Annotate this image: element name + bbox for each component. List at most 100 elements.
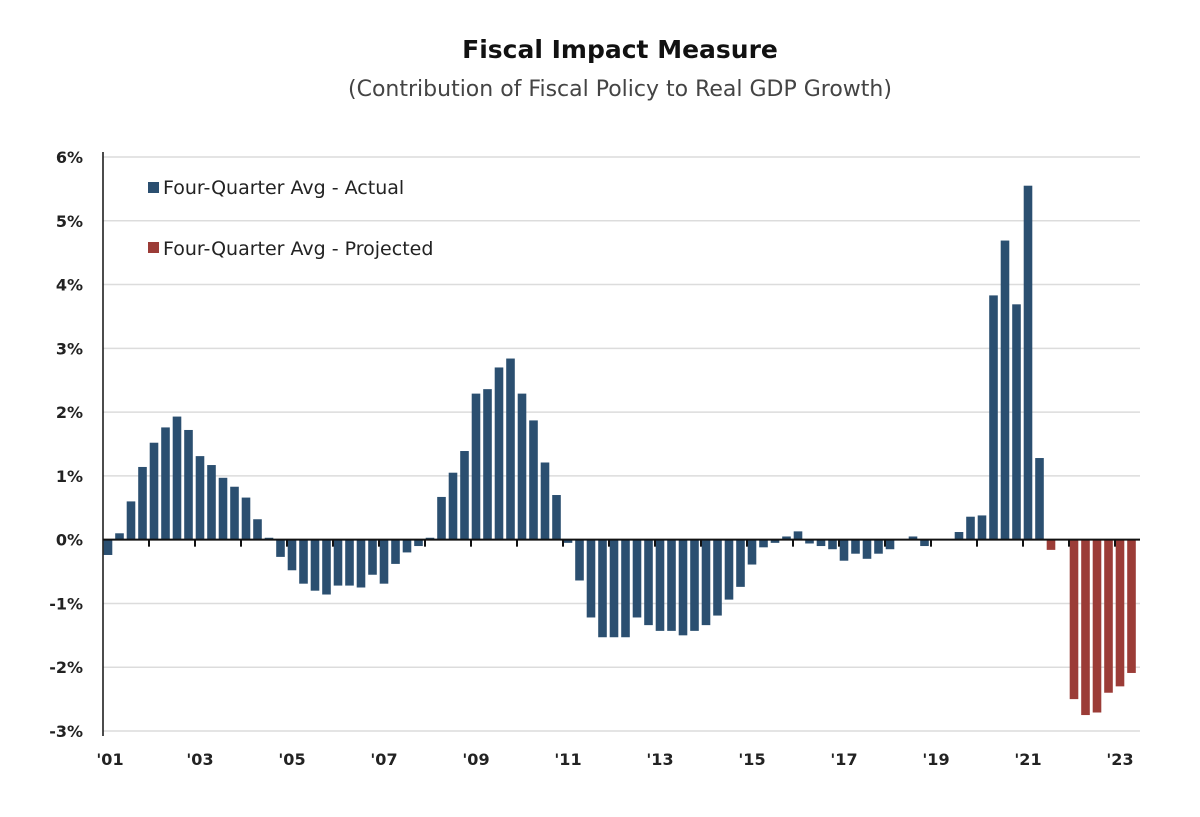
- bar-actual: [529, 420, 538, 540]
- bar-actual: [575, 539, 584, 581]
- y-tick-label: 3%: [56, 339, 83, 358]
- bar-actual: [1012, 304, 1021, 540]
- x-tick-label: '07: [370, 750, 397, 769]
- bar-actual: [793, 531, 803, 540]
- bar-actual: [759, 539, 768, 548]
- bar-actual: [977, 515, 987, 540]
- y-tick-label: 6%: [56, 148, 83, 167]
- bar-actual: [816, 539, 826, 547]
- gridlines: [103, 156, 1140, 732]
- bar-actual: [287, 539, 297, 571]
- bar-actual: [184, 429, 193, 540]
- bar-actual: [632, 539, 642, 618]
- bar-actual: [391, 539, 400, 564]
- bar-actual: [966, 516, 975, 540]
- x-axis-ticks: '01 '03 '05 '07 '09 '11 '13 '15 '17 '19 '21 '23: [96, 539, 1134, 769]
- x-tick-label: '09: [462, 750, 489, 769]
- bar-actual: [483, 389, 492, 540]
- bar-projected: [1104, 539, 1113, 693]
- bar-actual: [207, 465, 216, 540]
- bar-actual: [402, 539, 412, 553]
- bar-actual: [460, 451, 469, 540]
- bar-actual: [1035, 458, 1044, 540]
- bar-actual: [126, 501, 136, 540]
- x-tick-label: '21: [1014, 750, 1041, 769]
- bar-actual: [724, 539, 734, 600]
- bar-actual: [920, 539, 929, 547]
- bar-actual: [356, 539, 366, 588]
- chart-title: Fiscal Impact Measure: [462, 35, 778, 64]
- legend-label-actual: Four-Quarter Avg - Actual: [163, 177, 404, 199]
- bar-actual: [161, 427, 170, 540]
- bar-actual: [736, 539, 745, 587]
- bar-actual: [138, 466, 147, 540]
- chart-subtitle: (Contribution of Fiscal Policy to Real G…: [348, 77, 892, 102]
- bar-projected: [1069, 539, 1079, 700]
- y-tick-label: 1%: [56, 467, 83, 486]
- bar-actual: [540, 462, 550, 540]
- bar-actual: [747, 539, 757, 565]
- bar-actual: [644, 539, 653, 626]
- bar-actual: [230, 486, 239, 540]
- bar-actual: [885, 539, 895, 550]
- bar-projected: [1092, 539, 1102, 713]
- bar-actual: [586, 539, 596, 618]
- x-tick-label: '19: [922, 750, 949, 769]
- bar-actual: [989, 295, 998, 540]
- bar-projected: [1081, 539, 1090, 716]
- y-tick-label: -2%: [49, 658, 83, 677]
- bar-actual: [805, 539, 814, 544]
- bar-actual: [333, 539, 343, 586]
- bar-actual: [241, 497, 251, 540]
- x-tick-label: '01: [96, 750, 123, 769]
- bar-actual: [851, 539, 860, 554]
- legend-swatch-projected: [148, 242, 159, 253]
- bar-actual: [678, 539, 688, 636]
- bar-actual: [609, 539, 619, 638]
- bar-actual: [954, 532, 964, 540]
- legend-label-projected: Four-Quarter Avg - Projected: [163, 238, 433, 260]
- bar-actual: [621, 539, 630, 638]
- bar-actual: [667, 539, 676, 631]
- bar-projected: [1127, 539, 1136, 673]
- bar-actual: [322, 539, 331, 595]
- x-tick-label: '03: [186, 750, 213, 769]
- bar-actual: [701, 539, 711, 626]
- bar-actual: [253, 519, 262, 540]
- y-tick-label: 5%: [56, 212, 83, 231]
- bar-actual: [828, 539, 837, 550]
- bar-actual: [195, 456, 205, 540]
- bar-actual: [874, 539, 883, 554]
- x-tick-label: '05: [278, 750, 305, 769]
- bar-actual: [437, 496, 446, 540]
- bar-actual: [506, 358, 515, 540]
- x-tick-label: '11: [554, 750, 581, 769]
- bar-actual: [149, 442, 159, 540]
- bar-actual: [494, 367, 504, 540]
- bars: [103, 185, 1136, 716]
- bar-projected: [1046, 539, 1056, 550]
- bar-actual: [115, 533, 124, 540]
- bar-actual: [276, 539, 285, 557]
- bar-actual: [172, 416, 182, 540]
- bar-actual: [563, 539, 573, 543]
- bar-actual: [713, 539, 722, 616]
- x-tick-label: '23: [1106, 750, 1133, 769]
- bar-actual: [552, 495, 561, 540]
- legend-swatch-actual: [148, 182, 159, 193]
- x-tick-label: '15: [738, 750, 765, 769]
- bar-actual: [414, 539, 423, 547]
- bar-actual: [103, 539, 113, 555]
- bar-actual: [655, 539, 665, 631]
- x-tick-label: '17: [830, 750, 857, 769]
- bar-actual: [690, 539, 699, 631]
- bar-actual: [218, 477, 228, 540]
- bar-actual: [1000, 240, 1010, 540]
- bar-actual: [379, 539, 389, 584]
- bar-actual: [1023, 185, 1033, 540]
- bar-actual: [471, 393, 481, 540]
- bar-actual: [368, 539, 377, 575]
- bar-actual: [448, 472, 458, 540]
- x-tick-label: '13: [646, 750, 673, 769]
